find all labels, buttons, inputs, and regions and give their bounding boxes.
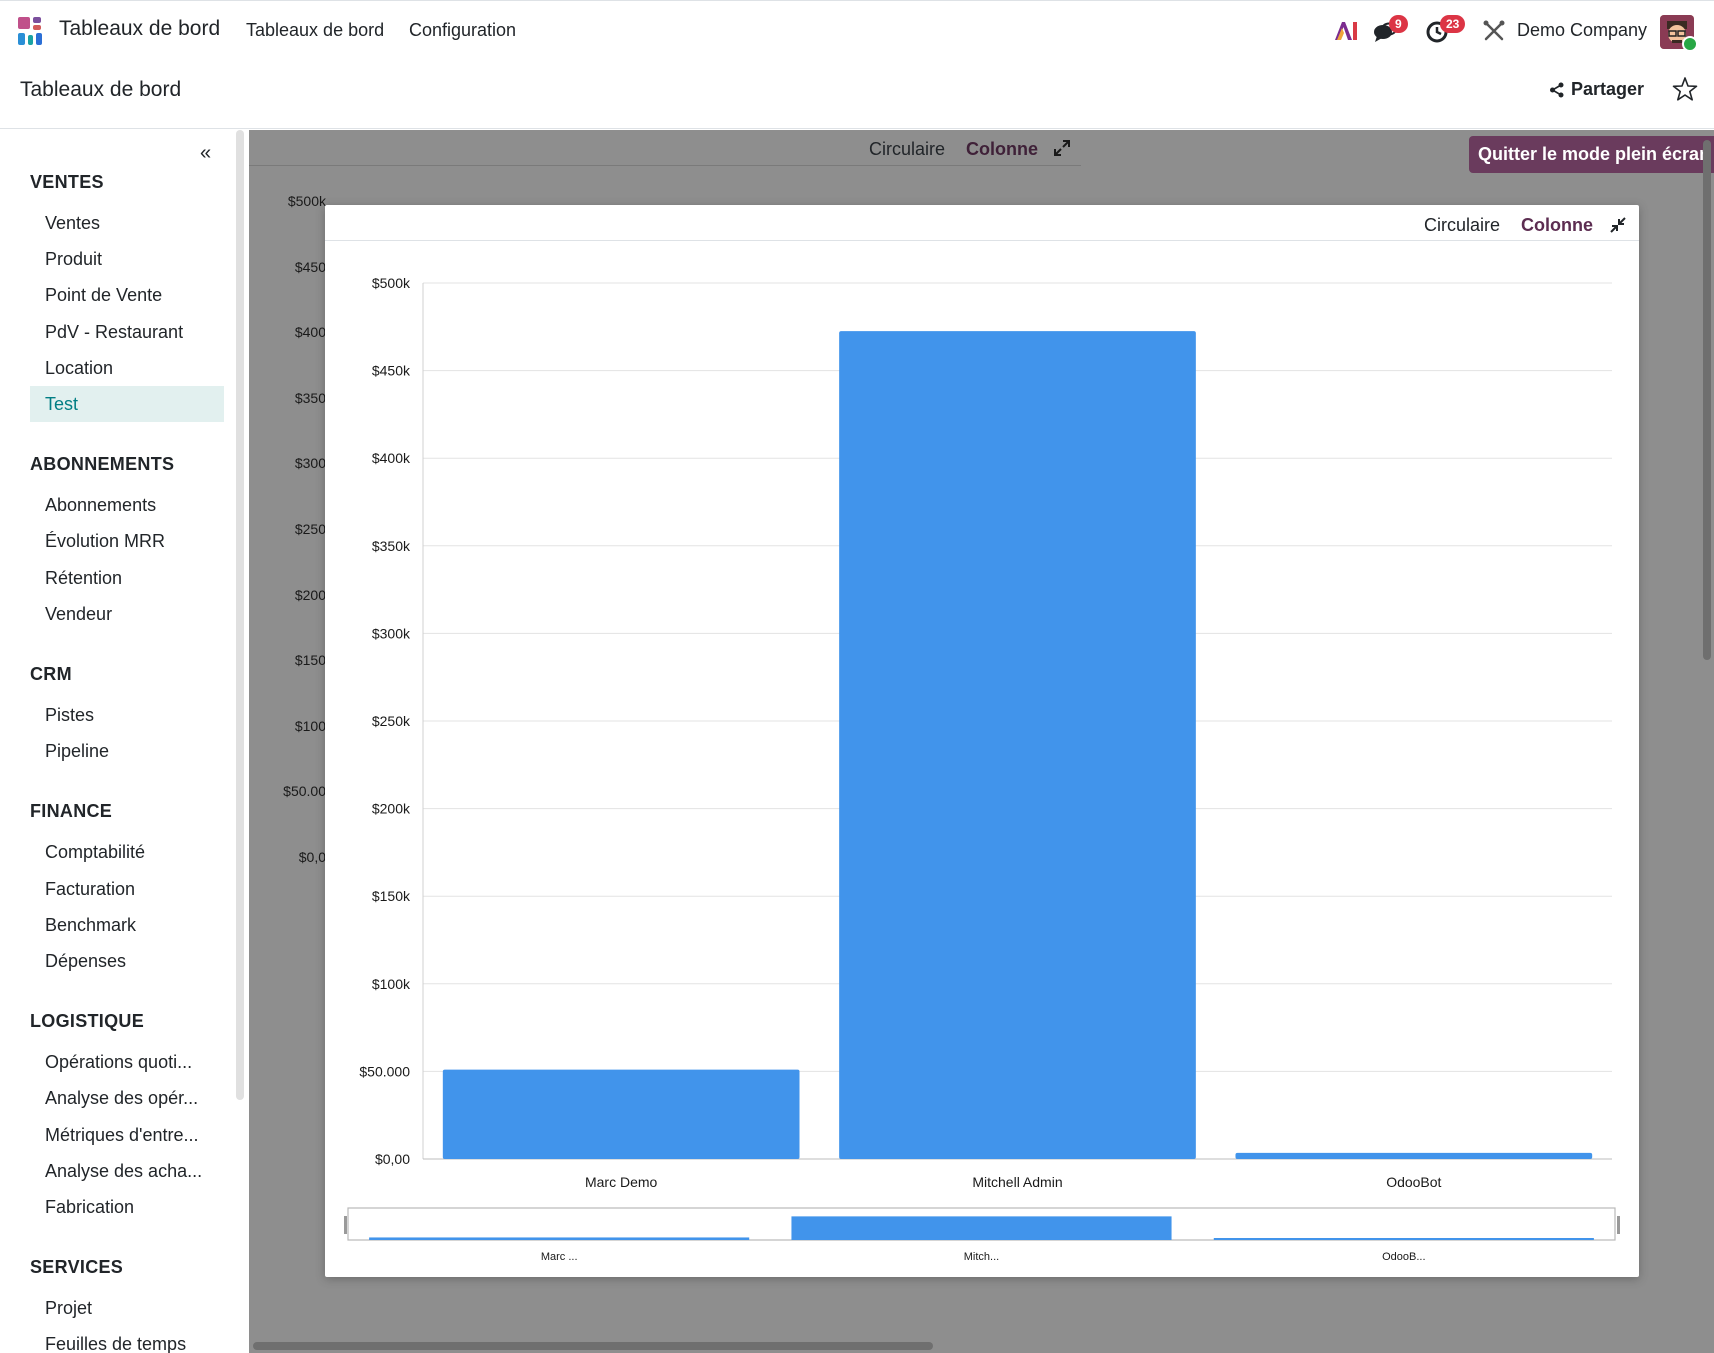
navigator-handle-left: [344, 1216, 347, 1234]
sidebar-item[interactable]: Pipeline: [45, 741, 110, 762]
share-label: Partager: [1571, 79, 1645, 99]
bar-mitchell-admin[interactable]: [839, 331, 1196, 1159]
bg-axis-label: $200: [294, 586, 326, 603]
navigator-handle-right: [1617, 1216, 1620, 1234]
dashboard-sidebar: « VENTES Ventes Produit Point de Vente PdV -…: [0, 130, 234, 1353]
menu-configuration[interactable]: Configuration: [409, 20, 517, 40]
bg-axis-label: $150: [294, 652, 326, 669]
activities-badge: 23: [1440, 15, 1466, 33]
bg-expand-icon: [1054, 140, 1070, 156]
y-tick-label: $500k: [372, 275, 411, 291]
navigator-bar: [369, 1237, 750, 1240]
navigator-label: Mitch...: [964, 1251, 999, 1263]
bg-axis-label: $350: [294, 389, 326, 406]
control-panel: Tableaux de bord Partager: [0, 60, 1714, 129]
navigator-label: OdooB...: [1382, 1251, 1425, 1263]
bar-odoobot[interactable]: [1235, 1152, 1593, 1159]
bg-axis-label: $0,0: [298, 849, 326, 865]
sidebar-scrollbar[interactable]: [236, 130, 244, 1100]
chart-card-header: Circulaire Colonne: [325, 205, 1639, 241]
sidebar-item[interactable]: Analyse des acha...: [45, 1160, 203, 1181]
page-title: Tableaux de bord: [20, 78, 182, 101]
sidebar-section-title: FINANCE: [30, 801, 113, 822]
sidebar-item[interactable]: Facturation: [45, 878, 136, 899]
bg-axis-label: $300: [294, 455, 326, 472]
bg-axis-label: $50.00: [283, 783, 326, 800]
y-tick-label: $50.000: [359, 1063, 410, 1079]
y-tick-label: $400k: [372, 450, 411, 466]
bg-axis-label: $250: [294, 521, 326, 537]
ai-icon[interactable]: [1333, 18, 1359, 44]
sidebar-item[interactable]: Ventes: [45, 213, 101, 233]
collapse-sidebar-icon[interactable]: «: [200, 142, 212, 164]
sidebar-section-title: ABONNEMENTS: [30, 454, 175, 475]
sidebar-item[interactable]: Abonnements: [45, 495, 157, 516]
sidebar-item[interactable]: Test: [30, 386, 224, 422]
sidebar-item[interactable]: Fabrication: [45, 1197, 135, 1217]
favorite-star-icon[interactable]: [1672, 76, 1698, 102]
app-brand[interactable]: Tableaux de bord: [59, 17, 221, 40]
sidebar-item[interactable]: PdV - Restaurant: [45, 321, 184, 342]
y-tick-label: $450k: [372, 363, 411, 379]
sidebar-section-title: VENTES: [30, 172, 104, 192]
bg-axis-label: $500k: [287, 193, 326, 209]
sidebar-item[interactable]: Rétention: [45, 567, 123, 588]
y-tick-label: $250k: [372, 713, 411, 729]
bar-marc-demo[interactable]: [442, 1069, 800, 1159]
sidebar-section-title: LOGISTIQUE: [30, 1011, 145, 1032]
sidebar-item[interactable]: Point de Vente: [45, 285, 163, 306]
vertical-scrollbar[interactable]: [1703, 140, 1711, 660]
background-chart-header: Circulaire Colonne: [249, 130, 1081, 166]
navigator-bar: [1213, 1238, 1594, 1240]
sidebar-item[interactable]: Produit: [45, 249, 103, 270]
bg-axis-label: $400: [294, 324, 326, 341]
share-icon: [1550, 82, 1564, 97]
navigator-bar: [791, 1216, 1172, 1240]
sidebar-section-title: CRM: [30, 664, 72, 684]
sidebar-item[interactable]: Benchmark: [45, 914, 137, 935]
y-tick-label: $300k: [372, 625, 411, 641]
bg-axis-label: $100: [294, 717, 326, 734]
bg-tab-pie: Circulaire: [869, 139, 946, 159]
exit-fullscreen-button[interactable]: Quitter le mode plein écran: [1469, 136, 1714, 173]
navigator-label: Marc ...: [541, 1251, 578, 1263]
x-tick-label: Marc Demo: [585, 1174, 658, 1190]
fullscreen-chart-card: Circulaire Colonne $0,00 $50.000 $100k $150…: [325, 205, 1639, 1277]
sidebar-item[interactable]: Pistes: [45, 705, 95, 725]
bg-tab-column: Colonne: [966, 139, 1038, 159]
horizontal-scrollbar[interactable]: [253, 1342, 933, 1350]
sidebar-item[interactable]: Métriques d'entre...: [45, 1124, 199, 1145]
top-navbar: Tableaux de bord Tableaux de bord Config…: [0, 0, 1714, 60]
y-tick-label: $200k: [372, 801, 411, 817]
share-button[interactable]: Partager: [1549, 79, 1644, 100]
y-tick-label: $350k: [372, 538, 411, 554]
y-tick-label: $100k: [372, 976, 411, 992]
apps-menu-icon[interactable]: [18, 17, 46, 45]
sidebar-item[interactable]: Opérations quoti...: [45, 1052, 193, 1073]
company-switcher[interactable]: Demo Company: [1517, 20, 1648, 40]
y-tick-label: $150k: [372, 888, 411, 904]
sidebar-item[interactable]: Feuilles de temps: [45, 1334, 187, 1353]
sidebar-item[interactable]: Analyse des opér...: [45, 1088, 199, 1109]
bg-axis-label: $450: [294, 258, 326, 275]
menu-dashboards[interactable]: Tableaux de bord: [246, 20, 385, 40]
messages-badge: 9: [1389, 15, 1408, 33]
sidebar-item[interactable]: Vendeur: [45, 603, 113, 624]
debug-tools-icon[interactable]: [1481, 18, 1507, 44]
column-chart[interactable]: $0,00 $50.000 $100k $150k $200k $250k $300k $35…: [325, 240, 1639, 1277]
x-tick-label: OdooBot: [1386, 1174, 1441, 1190]
sidebar-item[interactable]: Dépenses: [45, 951, 127, 971]
x-tick-label: Mitchell Admin: [972, 1174, 1062, 1190]
sidebar-item[interactable]: Location: [45, 357, 114, 378]
tab-column[interactable]: Colonne: [1521, 215, 1593, 235]
tab-pie[interactable]: Circulaire: [1424, 215, 1501, 235]
sidebar-item[interactable]: Projet: [45, 1298, 93, 1319]
collapse-fullscreen-icon[interactable]: [1609, 216, 1627, 234]
y-tick-label: $0,00: [375, 1151, 410, 1167]
sidebar-item[interactable]: Évolution MRR: [45, 531, 166, 552]
sidebar-section-title: SERVICES: [30, 1257, 124, 1278]
online-status-dot: [1682, 36, 1698, 52]
sidebar-item[interactable]: Comptabilité: [45, 842, 146, 863]
